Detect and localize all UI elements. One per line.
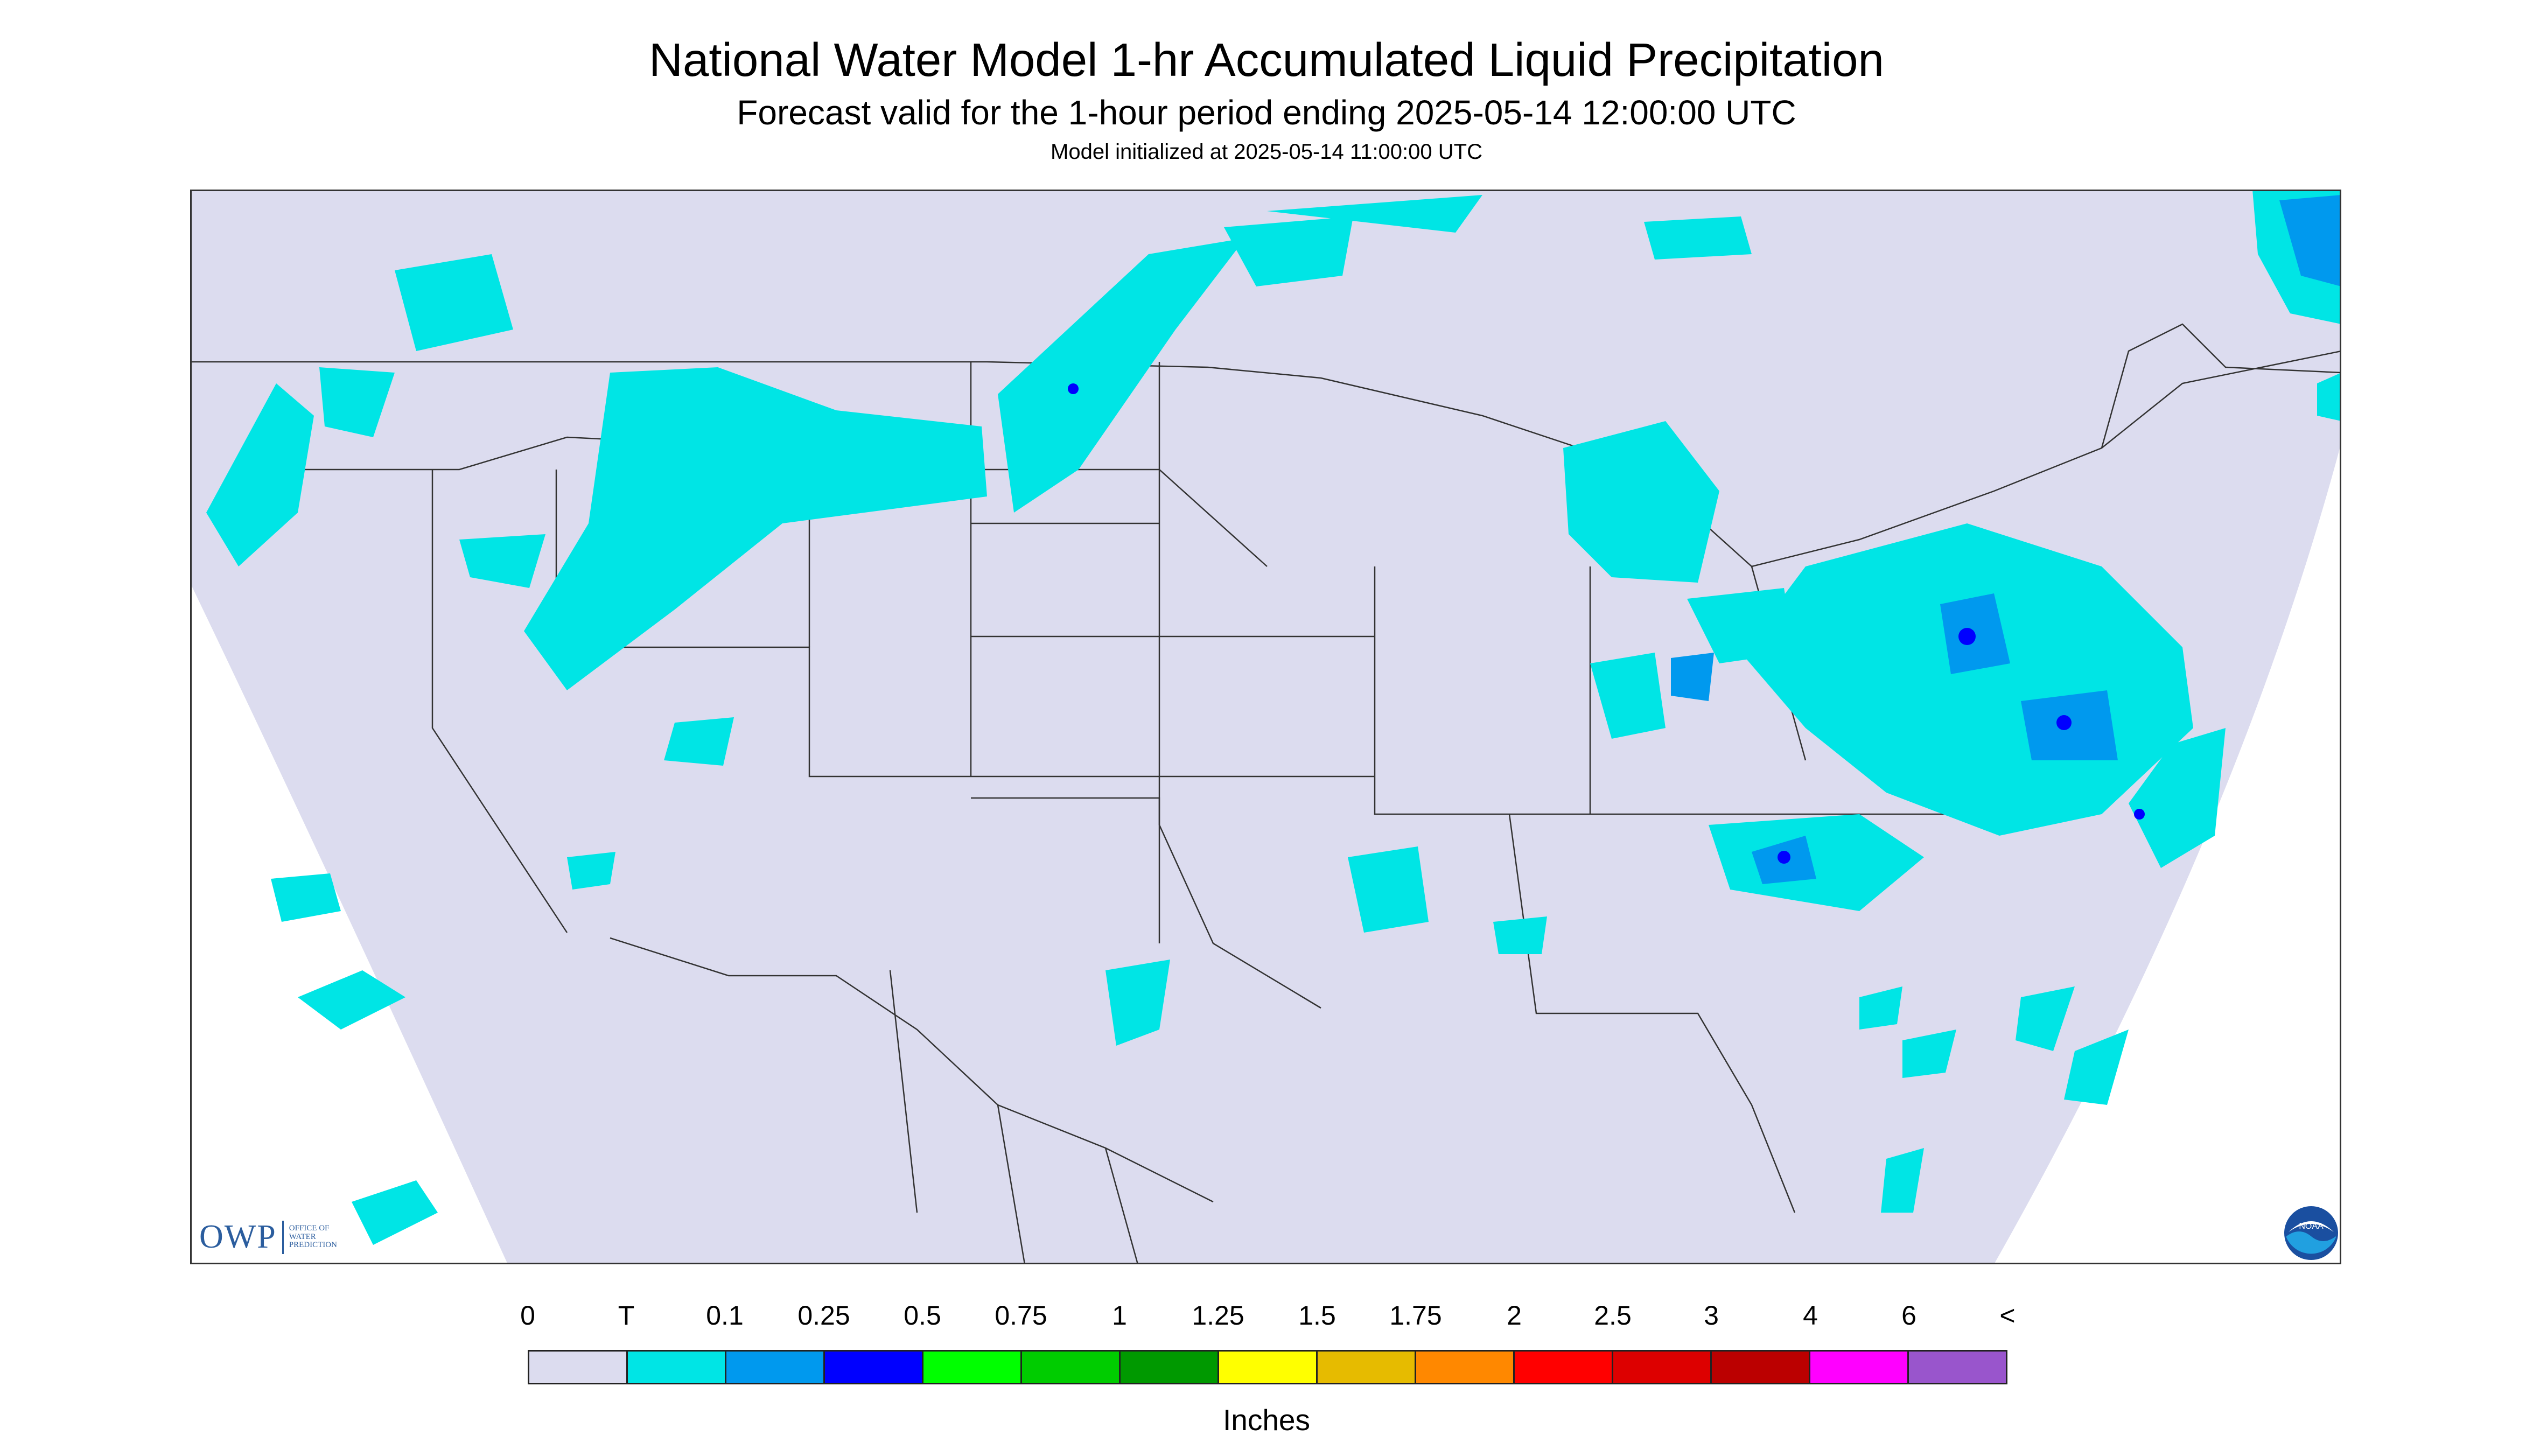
noaa-logo: NOAA <box>2284 1206 2338 1260</box>
legend-label: 2 <box>1507 1300 1522 1331</box>
mississippi-line <box>1158 362 1321 1009</box>
legend-swatch-12 <box>1712 1352 1810 1383</box>
plains-grid <box>971 522 1375 638</box>
model-init-text: Model initialized at 2025-05-14 11:00:00… <box>1051 140 1482 164</box>
legend-swatch-4 <box>923 1352 1022 1383</box>
legend-label: 4 <box>1803 1300 1818 1331</box>
legend-label: 0.5 <box>904 1300 941 1331</box>
legend-swatch-2 <box>726 1352 825 1383</box>
svg-text:NOAA: NOAA <box>2299 1222 2324 1231</box>
southeast-band <box>1709 814 1924 911</box>
owp-mark: OWP <box>199 1219 277 1255</box>
legend-labels: 0 T 0.1 0.25 0.5 0.75 1 1.25 1.5 1.75 2 … <box>0 1302 2533 1334</box>
northern-plains-band <box>998 238 1245 513</box>
mid-atlantic-heavy-cores <box>1958 628 1976 645</box>
legend-swatch-6 <box>1121 1352 1219 1383</box>
legend-swatch-0 <box>529 1352 628 1383</box>
legend-swatch-11 <box>1613 1352 1712 1383</box>
legend-units: Inches <box>1222 1403 1311 1437</box>
legend-label: 1.5 <box>1298 1300 1336 1331</box>
legend-swatch-5 <box>1022 1352 1121 1383</box>
legend-label: 1.75 <box>1389 1300 1442 1331</box>
legend-label: 3 <box>1704 1300 1719 1331</box>
great-lakes-border <box>1207 350 2341 568</box>
legend-label: 0 <box>520 1300 535 1331</box>
forecast-valid-subtitle: Forecast valid for the 1-hour period end… <box>737 93 1796 132</box>
map-title: National Water Model 1-hr Accumulated Li… <box>649 34 1884 86</box>
legend-label: T <box>618 1300 635 1331</box>
atlantic-offshore-cells <box>2064 1030 2129 1105</box>
color-legend-bar <box>528 1350 2007 1384</box>
legend-label: < <box>1999 1300 2016 1331</box>
legend-label: 1.25 <box>1192 1300 1244 1331</box>
legend-swatch-13 <box>1810 1352 1909 1383</box>
legend-swatch-14 <box>1909 1352 2006 1383</box>
precip-moderate <box>1068 383 2145 864</box>
legend-label: 0.1 <box>706 1300 744 1331</box>
owp-divider <box>282 1220 284 1254</box>
legend-label: 1 <box>1112 1300 1127 1331</box>
northern-rockies-showers <box>524 367 987 690</box>
owp-logo: OWP Office of Water Prediction <box>199 1218 337 1256</box>
baja-eastern-pacific <box>352 1180 438 1245</box>
owp-text: Office of Water Prediction <box>289 1223 337 1250</box>
legend-label: 6 <box>1901 1300 1916 1331</box>
map-canvas <box>190 190 2341 1264</box>
pacific-northwest-showers <box>206 383 314 566</box>
legend-swatch-1 <box>628 1352 726 1383</box>
oklahoma-texas <box>971 797 1160 943</box>
nevada-california <box>431 470 568 933</box>
legend-label: 2.5 <box>1594 1300 1632 1331</box>
legend-swatch-9 <box>1416 1352 1515 1383</box>
legend-swatch-8 <box>1318 1352 1416 1383</box>
legend-swatch-7 <box>1219 1352 1318 1383</box>
legend-label: 0.25 <box>797 1300 850 1331</box>
maine-border <box>2101 323 2341 449</box>
map-frame <box>190 190 2341 1264</box>
legend-swatch-10 <box>1515 1352 1613 1383</box>
mexico-states <box>889 970 1139 1264</box>
legend-swatch-3 <box>825 1352 923 1383</box>
precipitation-map <box>190 190 2341 1264</box>
great-lakes-showers <box>1563 421 1719 583</box>
legend-label: 0.75 <box>995 1300 1047 1331</box>
